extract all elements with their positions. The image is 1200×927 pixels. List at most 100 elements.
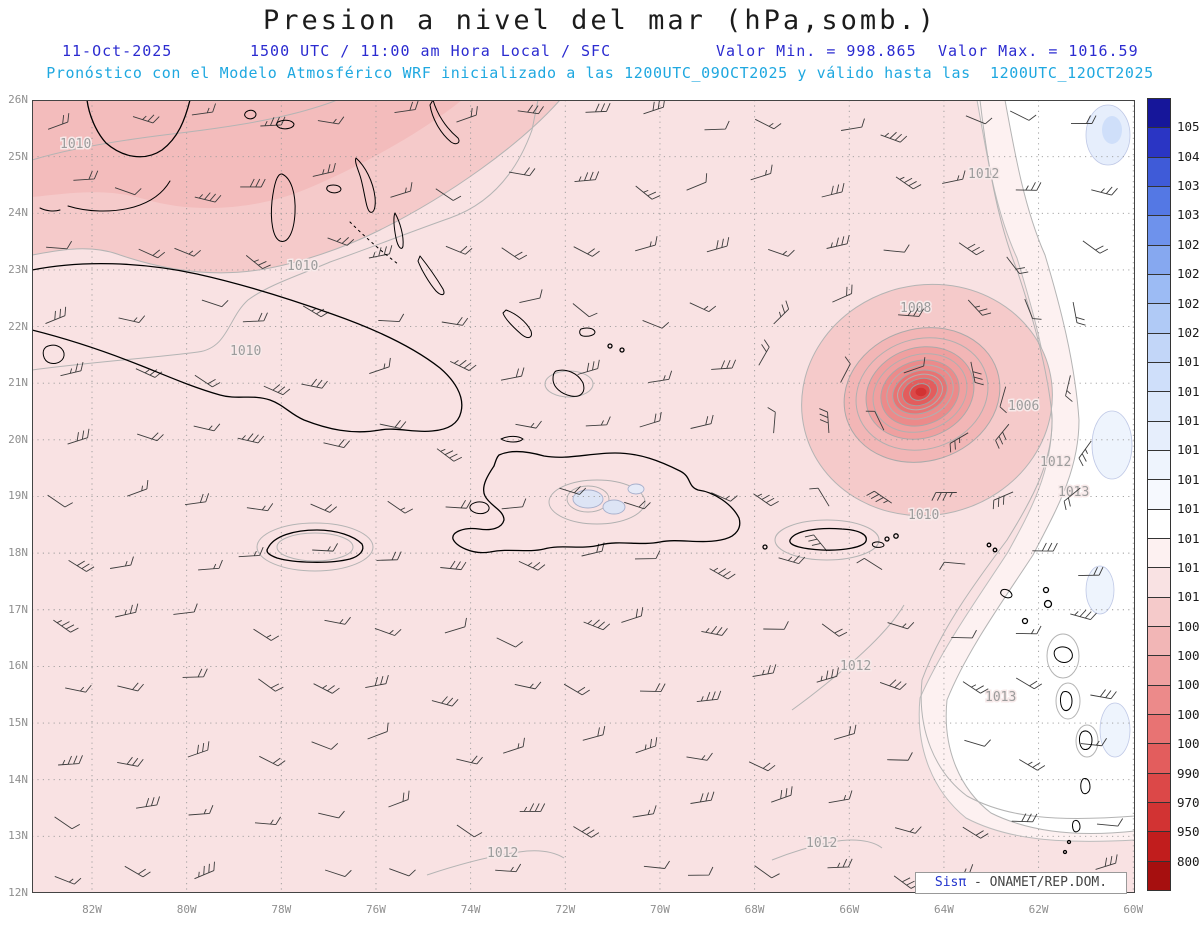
- coastline-exuma-cays: [349, 221, 399, 265]
- coastline-puerto-rico: [789, 527, 867, 551]
- contour-label: 1010: [908, 508, 939, 523]
- wind-barb: [67, 428, 90, 445]
- wind-barb: [1090, 689, 1117, 700]
- colorbar-cell: [1148, 714, 1170, 745]
- wind-barb: [136, 796, 160, 809]
- wind-barb: [263, 384, 291, 396]
- lat-label: 23N: [8, 262, 28, 276]
- colorbar-tick-label: 1050: [1177, 119, 1200, 135]
- wind-barb: [624, 500, 651, 510]
- header-line2: Pronóstico con el Modelo Atmosférico WRF…: [46, 64, 1154, 82]
- wind-barb: [390, 182, 413, 198]
- wind-barb: [388, 790, 410, 808]
- coastline-st-vincent: [1072, 819, 1081, 833]
- wind-barb: [1024, 298, 1042, 320]
- wind-barb: [259, 755, 286, 767]
- wind-barb: [47, 113, 70, 130]
- contour-label: 1010: [230, 344, 261, 359]
- colorbar-cell: [1148, 362, 1170, 393]
- wind-barb: [967, 299, 992, 316]
- colorbar-tick-label: 950: [1177, 824, 1200, 840]
- wind-barb: [841, 118, 865, 131]
- wind-barb: [46, 240, 73, 250]
- wind-barb: [706, 237, 730, 253]
- coastline-st-martin: [992, 547, 998, 553]
- wind-barb: [394, 100, 419, 114]
- lat-label: 16N: [8, 659, 28, 673]
- coastline-acklins: [502, 309, 532, 339]
- colorbar-tick-label: 1019: [1177, 354, 1200, 370]
- wind-barb: [54, 875, 82, 885]
- wind-barb: [999, 386, 1007, 414]
- wind-barb: [701, 625, 728, 636]
- wind-barb: [254, 816, 281, 825]
- wind-barb: [748, 761, 776, 772]
- colorbar-cell: [1148, 509, 1170, 539]
- credit-text: - ONAMET/REP.DOM.: [974, 875, 1108, 890]
- colorbar: [1147, 98, 1171, 891]
- wind-barb: [887, 622, 915, 630]
- wind-barb: [767, 407, 776, 434]
- wind-barb: [194, 374, 221, 388]
- wind-barb: [634, 550, 661, 560]
- lat-label: 20N: [8, 432, 28, 446]
- wind-barb: [828, 790, 853, 804]
- coastline-barbuda: [1042, 586, 1050, 594]
- coastline-florida: [86, 100, 191, 158]
- colorbar-tick-label: 1014: [1177, 501, 1200, 517]
- wind-barb: [962, 826, 989, 839]
- wind-barb: [621, 607, 644, 623]
- wind-barb: [379, 420, 407, 429]
- coastline-inagua: [552, 369, 585, 397]
- coastline-tortuga: [500, 435, 524, 443]
- wind-barb: [1019, 759, 1046, 771]
- wind-barb: [365, 674, 389, 689]
- wind-barb: [495, 863, 522, 873]
- lon-label: 76W: [366, 903, 386, 916]
- wind-barb: [369, 357, 391, 375]
- wind-barb: [992, 491, 1014, 510]
- wind-barb: [951, 629, 977, 639]
- lon-label: 72W: [555, 903, 576, 916]
- colorbar-tick-label: 1035: [1177, 178, 1200, 194]
- coastline-jamaica: [266, 529, 364, 563]
- wind-barb: [1032, 542, 1058, 552]
- coastline-cat-island: [393, 212, 404, 249]
- wind-barb: [585, 416, 611, 427]
- colorbar-cell: [1148, 186, 1170, 217]
- coastline-bahama-bank: [276, 119, 295, 130]
- coastline-anguilla: [986, 542, 992, 548]
- wind-barb: [582, 725, 606, 741]
- coastline-abaco: [429, 100, 460, 145]
- valid-date: 11-Oct-2025: [62, 42, 173, 60]
- wind-barb: [826, 235, 850, 249]
- wind-barb: [1006, 256, 1029, 275]
- wind-barb: [865, 410, 885, 431]
- wind-barb: [648, 370, 673, 384]
- coastline-hispaniola: [452, 450, 741, 554]
- orographic-lows: [548, 479, 646, 525]
- colorbar-tick-label: 1040: [1177, 148, 1200, 164]
- wind-barb: [327, 237, 355, 246]
- wind-barb: [110, 556, 134, 569]
- wind-barb: [804, 534, 828, 552]
- lat-label: 18N: [8, 546, 28, 560]
- contour-label: 1010: [60, 137, 91, 152]
- lat-label: 25N: [8, 149, 28, 163]
- wind-barb: [1070, 609, 1097, 621]
- lat-label: 19N: [8, 489, 28, 503]
- wind-barb: [198, 559, 223, 571]
- wind-barb: [312, 162, 336, 177]
- colorbar-tick-label: 1004: [1177, 677, 1200, 693]
- wind-barb: [632, 805, 657, 818]
- wind-barb: [456, 106, 478, 123]
- wind-barb: [585, 103, 611, 113]
- wind-barb: [962, 681, 989, 694]
- wind-barb: [1011, 813, 1038, 823]
- wind-barb: [124, 865, 151, 878]
- lat-label: 21N: [8, 376, 28, 390]
- lon-label: 62W: [1028, 903, 1049, 916]
- wind-barb: [117, 756, 144, 767]
- colorbar-cell: [1148, 274, 1170, 305]
- wind-barb: [515, 420, 542, 429]
